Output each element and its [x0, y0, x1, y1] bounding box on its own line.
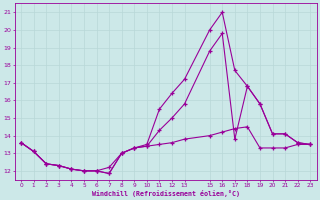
X-axis label: Windchill (Refroidissement éolien,°C): Windchill (Refroidissement éolien,°C): [92, 190, 240, 197]
